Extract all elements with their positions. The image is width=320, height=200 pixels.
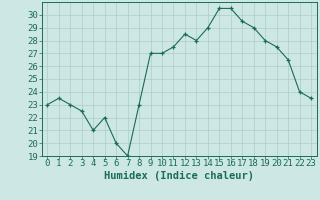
X-axis label: Humidex (Indice chaleur): Humidex (Indice chaleur) [104,171,254,181]
